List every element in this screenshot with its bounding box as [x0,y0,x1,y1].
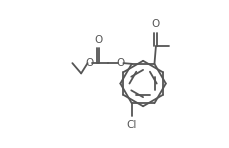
Text: O: O [117,58,125,68]
Text: Cl: Cl [127,120,137,130]
Text: O: O [152,19,160,29]
Text: O: O [86,58,94,68]
Text: O: O [94,35,102,45]
